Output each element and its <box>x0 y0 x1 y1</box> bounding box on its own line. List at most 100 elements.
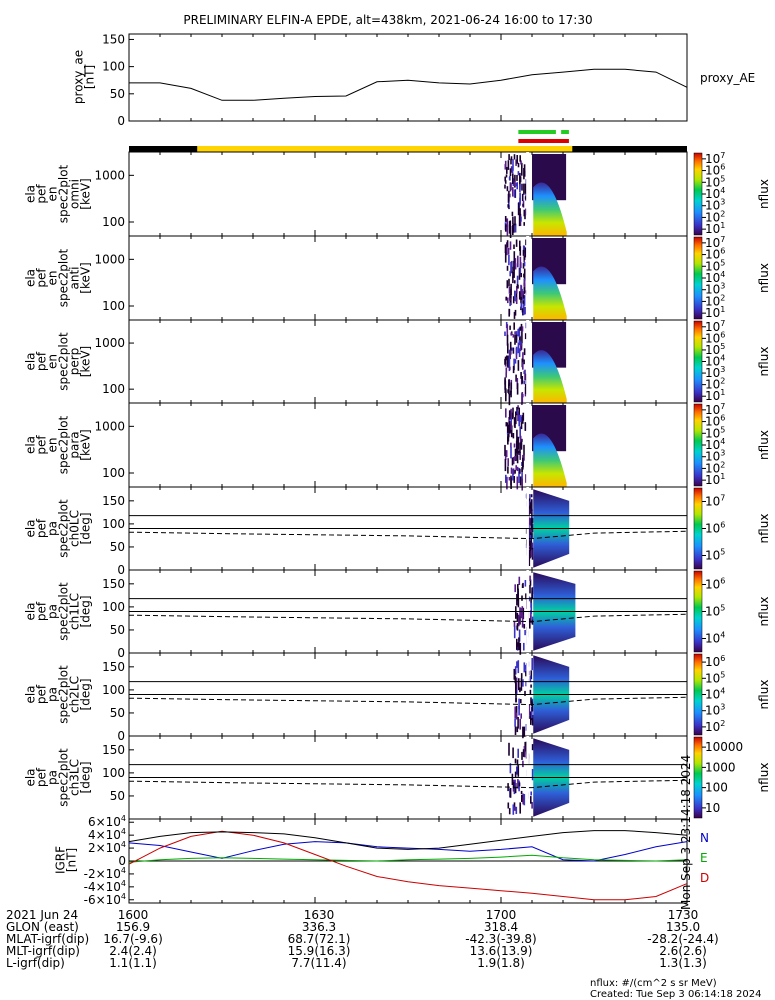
spec_perp-colorbar-tick-label: 103 <box>705 365 725 380</box>
spec_anti-speckle <box>524 247 527 258</box>
spec_omni-speckle <box>506 166 508 174</box>
spec_para-colorbar-bar <box>693 403 703 487</box>
pa_ch1-speckle <box>530 597 532 608</box>
spec_omni-speckle <box>506 224 509 236</box>
spec_para-speckle <box>504 444 506 457</box>
proxy-ae-axis-label: proxy_ae[nT] <box>72 50 97 104</box>
pa_ch2-axis-label-line: spec2plot <box>57 665 71 724</box>
pa_ch2-colorbar-tick-label: 104 <box>705 687 725 702</box>
green-dot <box>536 130 540 134</box>
pitch-angle-panels: 050100150elapefpaspec2plotch0LC[deg]1051… <box>24 486 771 820</box>
spec_para-speckle <box>521 468 523 481</box>
spec_perp-speckle <box>524 383 527 389</box>
spec_perp-speckle <box>525 385 527 395</box>
spec_anti-colorbar-tick-label: 105 <box>705 258 725 273</box>
pa_ch3-speckle <box>521 794 523 802</box>
ephemeris-row-label: GLON (east) <box>6 920 79 934</box>
spec_perp-colorbar-label-line: nflux <box>757 347 771 377</box>
spec_omni-speckle <box>524 196 527 200</box>
spec_omni-speckle <box>523 168 525 180</box>
pa_ch0-colorbar-tick-label: 107 <box>705 494 725 509</box>
pa_ch0-speckle <box>531 499 533 512</box>
spec_omni-speckle <box>522 203 524 207</box>
igrf-tick-label: 0 <box>118 854 126 868</box>
pa_ch3-axis-label-line: pa <box>46 770 60 785</box>
igrf-tick-label: 6×104 <box>88 814 126 829</box>
pa_ch3-speckle <box>507 802 510 809</box>
green-dot <box>544 130 547 134</box>
spec_omni-speckle <box>519 184 521 190</box>
pa_ch3-speckle <box>514 771 517 778</box>
pa_ch2-speckle <box>515 682 517 694</box>
spec_anti-speckle <box>506 265 509 271</box>
ephemeris-value: 13.6(13.9) <box>470 944 533 958</box>
spec_para-speckle <box>518 472 520 483</box>
spec_perp-speckle <box>507 343 509 354</box>
spec_anti-speckle <box>515 297 518 304</box>
spec_perp-speckle <box>504 358 506 365</box>
pa_ch2-speckle <box>530 684 532 688</box>
spec_anti-speckle <box>510 263 513 272</box>
spec_para-speckle <box>520 422 523 430</box>
pa_ch2-speckle <box>517 717 519 729</box>
spec_para-speckle <box>514 469 516 474</box>
spec_perp-speckle <box>518 340 521 346</box>
spec_perp-speckle <box>523 380 525 385</box>
green-dot <box>563 130 566 134</box>
pa_ch2-speckle <box>528 715 530 719</box>
pa_ch2-speckle <box>525 666 527 675</box>
spec_para-speckle <box>525 474 527 483</box>
spec_omni-speckle <box>509 225 512 238</box>
pa_ch1-speckle <box>513 625 516 639</box>
spec_anti-speckle <box>520 262 522 269</box>
spec_anti-flux-region <box>533 266 567 320</box>
ephemeris-value: 16.7(-9.6) <box>103 932 163 946</box>
spec_anti-speckle <box>523 261 526 267</box>
spec_para-colorbar-label-line: nflux <box>757 430 771 460</box>
red-dot <box>549 139 553 143</box>
spec_perp-speckle <box>521 376 524 384</box>
spec_anti-speckle <box>505 296 507 301</box>
red-dot <box>546 139 549 143</box>
pa_ch1-speckle <box>529 620 531 629</box>
red-dot <box>522 139 525 143</box>
spec_anti-colorbar-label: nflux <box>757 263 771 293</box>
pa_ch2-speckle <box>518 698 520 710</box>
pa_ch1-speckle <box>517 588 519 597</box>
pa_ch1-losscone-line <box>128 613 688 623</box>
spec_omni-speckle <box>509 220 512 229</box>
green-dot <box>531 130 534 134</box>
pa_ch3-speckle <box>511 773 514 785</box>
spec_omni-speckle <box>515 159 517 166</box>
igrf-tick-label: 4×104 <box>88 827 126 842</box>
pa_ch2-speckle <box>531 715 534 726</box>
pa_ch1-axis-label-line: spec2plot <box>57 582 71 641</box>
spec_omni-speckle <box>517 202 520 216</box>
spec_perp-speckle <box>517 342 520 354</box>
pa_ch2-speckle <box>516 661 518 668</box>
pa_ch0-colorbar-bar <box>693 487 703 570</box>
pa_ch3-axis-label-line: spec2plot <box>57 748 71 807</box>
pa_ch1-speckle <box>518 614 520 627</box>
spec_perp-tick-label: 100 <box>102 382 125 396</box>
spec_omni-speckle <box>504 160 507 168</box>
red-dot <box>548 139 551 143</box>
spec_anti-speckle <box>508 308 510 317</box>
spec_para-speckle <box>517 412 519 422</box>
spec_omni-speckle <box>520 216 522 222</box>
spec_para-speckle <box>517 436 520 450</box>
spec_anti-speckle <box>520 302 523 309</box>
pa_ch3-tick-label: 50 <box>110 789 125 803</box>
spectrogram-panels: 1001000elapefenspec2plotomni[keV]1011021… <box>24 151 771 491</box>
spec_omni-speckle <box>516 155 518 164</box>
pa_ch2-axis-label-line: ch2LC <box>68 676 82 713</box>
pa_ch2-speckle <box>529 675 532 683</box>
spec_omni-speckle <box>521 162 523 176</box>
spec_anti-speckle <box>508 286 511 294</box>
spec_para-tick-label: 1000 <box>94 419 125 433</box>
pa_ch2-speckle <box>515 689 518 695</box>
pa_ch2-colorbar-tick-label: 105 <box>705 670 725 685</box>
pa_ch0-axis-label-line: [deg] <box>79 513 93 545</box>
spec_omni-speckle <box>505 224 507 232</box>
spec_omni-tick-label: 1000 <box>94 168 125 182</box>
